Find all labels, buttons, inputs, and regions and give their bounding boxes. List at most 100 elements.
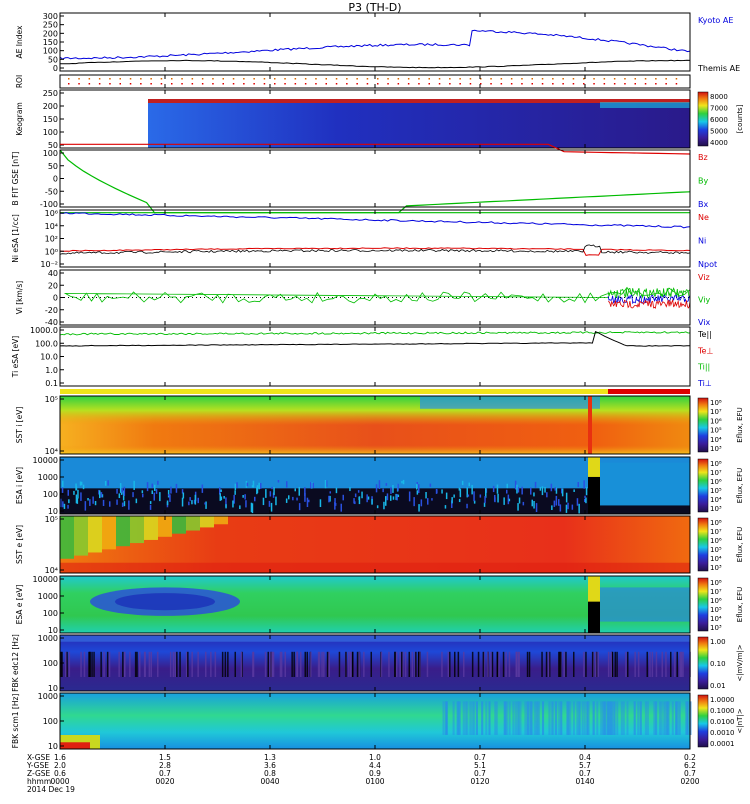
fbk-e-streak: [457, 651, 460, 677]
fbk-e-streak: [558, 651, 560, 677]
esa-ion-noise: [75, 486, 78, 491]
esa-ion-noise: [286, 481, 288, 488]
fbk-e-streak: [610, 651, 612, 677]
y-axis-label: SST e [eV]: [15, 525, 24, 564]
esa-ion-noise: [265, 489, 267, 498]
fbk-b-streak: [535, 701, 538, 735]
esa-ion-noise: [220, 489, 222, 492]
esa-ion-noise: [135, 498, 138, 504]
esa-ion-noise: [429, 483, 432, 487]
esa-ion-noise: [494, 497, 496, 503]
fbk-e-streak: [106, 651, 109, 677]
roi-marker: [160, 78, 163, 80]
keogram-bright-band: [600, 102, 690, 108]
fbk-e-streak: [547, 651, 550, 677]
roi-marker: [480, 78, 482, 80]
esa-ion-noise: [555, 487, 558, 494]
esa-ion-noise: [349, 487, 351, 492]
esa-ion-noise: [101, 494, 104, 498]
fbk-b-streak: [671, 701, 674, 735]
y-tick-label: 10⁰: [45, 247, 58, 256]
fbk-e-streak: [370, 651, 372, 677]
roi-marker: [583, 78, 585, 80]
esa-ion-noise: [232, 500, 234, 508]
fbk-e-streak: [179, 651, 181, 677]
fbk-e-streak: [447, 651, 450, 677]
y-tick-label: 100: [43, 659, 58, 668]
roi-marker: [459, 78, 461, 80]
sst-electron-step: [214, 516, 228, 525]
esa-ion-noise: [565, 504, 568, 513]
esa-ion-noise: [151, 490, 153, 495]
y-tick-label: 100: [43, 490, 58, 499]
esa-ion-noise: [497, 493, 499, 503]
roi-marker: [418, 83, 420, 85]
fbk-e-streak: [157, 651, 159, 677]
fbk-e-streak: [108, 651, 111, 677]
y-axis-label: ROI: [15, 75, 24, 88]
roi-marker: [335, 78, 338, 80]
fbk-e-streak: [363, 651, 365, 677]
esa-ion-noise: [517, 503, 519, 511]
esa-ion-noise: [118, 493, 121, 499]
fbk-b-streak: [530, 701, 533, 735]
esa-ion-noise: [550, 483, 553, 492]
esa-ion-noise: [149, 501, 152, 504]
esa-ion-noise: [157, 480, 159, 485]
fbk-e-streak: [585, 651, 587, 677]
sst-electron-step: [130, 516, 144, 544]
fbk-e-streak: [661, 651, 663, 677]
fbk-e-streak: [482, 651, 485, 677]
esa-ion-noise: [416, 490, 419, 495]
y-tick-label: -100: [40, 200, 58, 209]
fbk-b-streak: [576, 701, 579, 735]
roi-marker: [98, 83, 101, 85]
footer-row-label: Z-GSE: [27, 769, 51, 778]
roi-marker: [510, 83, 513, 85]
roi-marker: [304, 83, 307, 85]
esa-ion-upper: [60, 457, 690, 489]
esa-ion-noise: [63, 503, 66, 509]
fbk-b-streak: [533, 701, 536, 735]
roi-marker: [665, 83, 667, 85]
fbk-b-streak: [495, 701, 498, 735]
roi-marker: [552, 83, 554, 85]
roi-marker: [644, 83, 647, 85]
esa-ion-noise: [288, 495, 290, 500]
esa-ion-noise: [154, 484, 156, 491]
esa-ion-noise: [166, 500, 169, 506]
y-tick-label: 0: [53, 294, 58, 303]
fbk-b-streak: [592, 701, 595, 735]
fbk-e-streak: [463, 651, 465, 677]
colorbar: [697, 458, 709, 513]
fbk-e-streak: [560, 651, 562, 677]
fbk-e-streak: [293, 651, 295, 677]
colorbar-tick-label: 10⁶: [710, 537, 722, 545]
roi-marker: [222, 78, 224, 80]
fbk-e-streak: [517, 651, 519, 677]
esa-ion-noise: [149, 504, 152, 510]
fbk-b-streak: [504, 701, 506, 735]
fbk-e-streak: [565, 651, 567, 677]
roi-marker: [78, 78, 80, 80]
esa-ion-noise: [116, 489, 118, 494]
esa-ion-noise: [181, 489, 184, 494]
esa-ion-noise: [451, 500, 453, 508]
fbk-e-streak: [221, 651, 224, 677]
esa-ion-noise: [98, 489, 100, 495]
footer-value: 2.8: [159, 761, 171, 770]
roi-marker: [335, 83, 338, 85]
colorbar-tick-label: 10⁸: [710, 579, 722, 587]
legend-bz: Bz: [698, 153, 708, 162]
roi-marker: [78, 83, 80, 85]
y-axis-label: ESA i [eV]: [15, 467, 24, 504]
roi-marker: [407, 83, 410, 85]
sst-electron-step: [186, 516, 200, 531]
esa-ion-noise: [68, 499, 70, 504]
y-axis-label: FBK edc12 [Hz]: [11, 634, 20, 692]
roi-marker: [68, 78, 70, 80]
footer-value: 1.3: [264, 753, 276, 762]
fbk-e-streak: [419, 651, 421, 677]
footer-value: 0.7: [474, 769, 486, 778]
fbk-e-streak: [471, 651, 474, 677]
